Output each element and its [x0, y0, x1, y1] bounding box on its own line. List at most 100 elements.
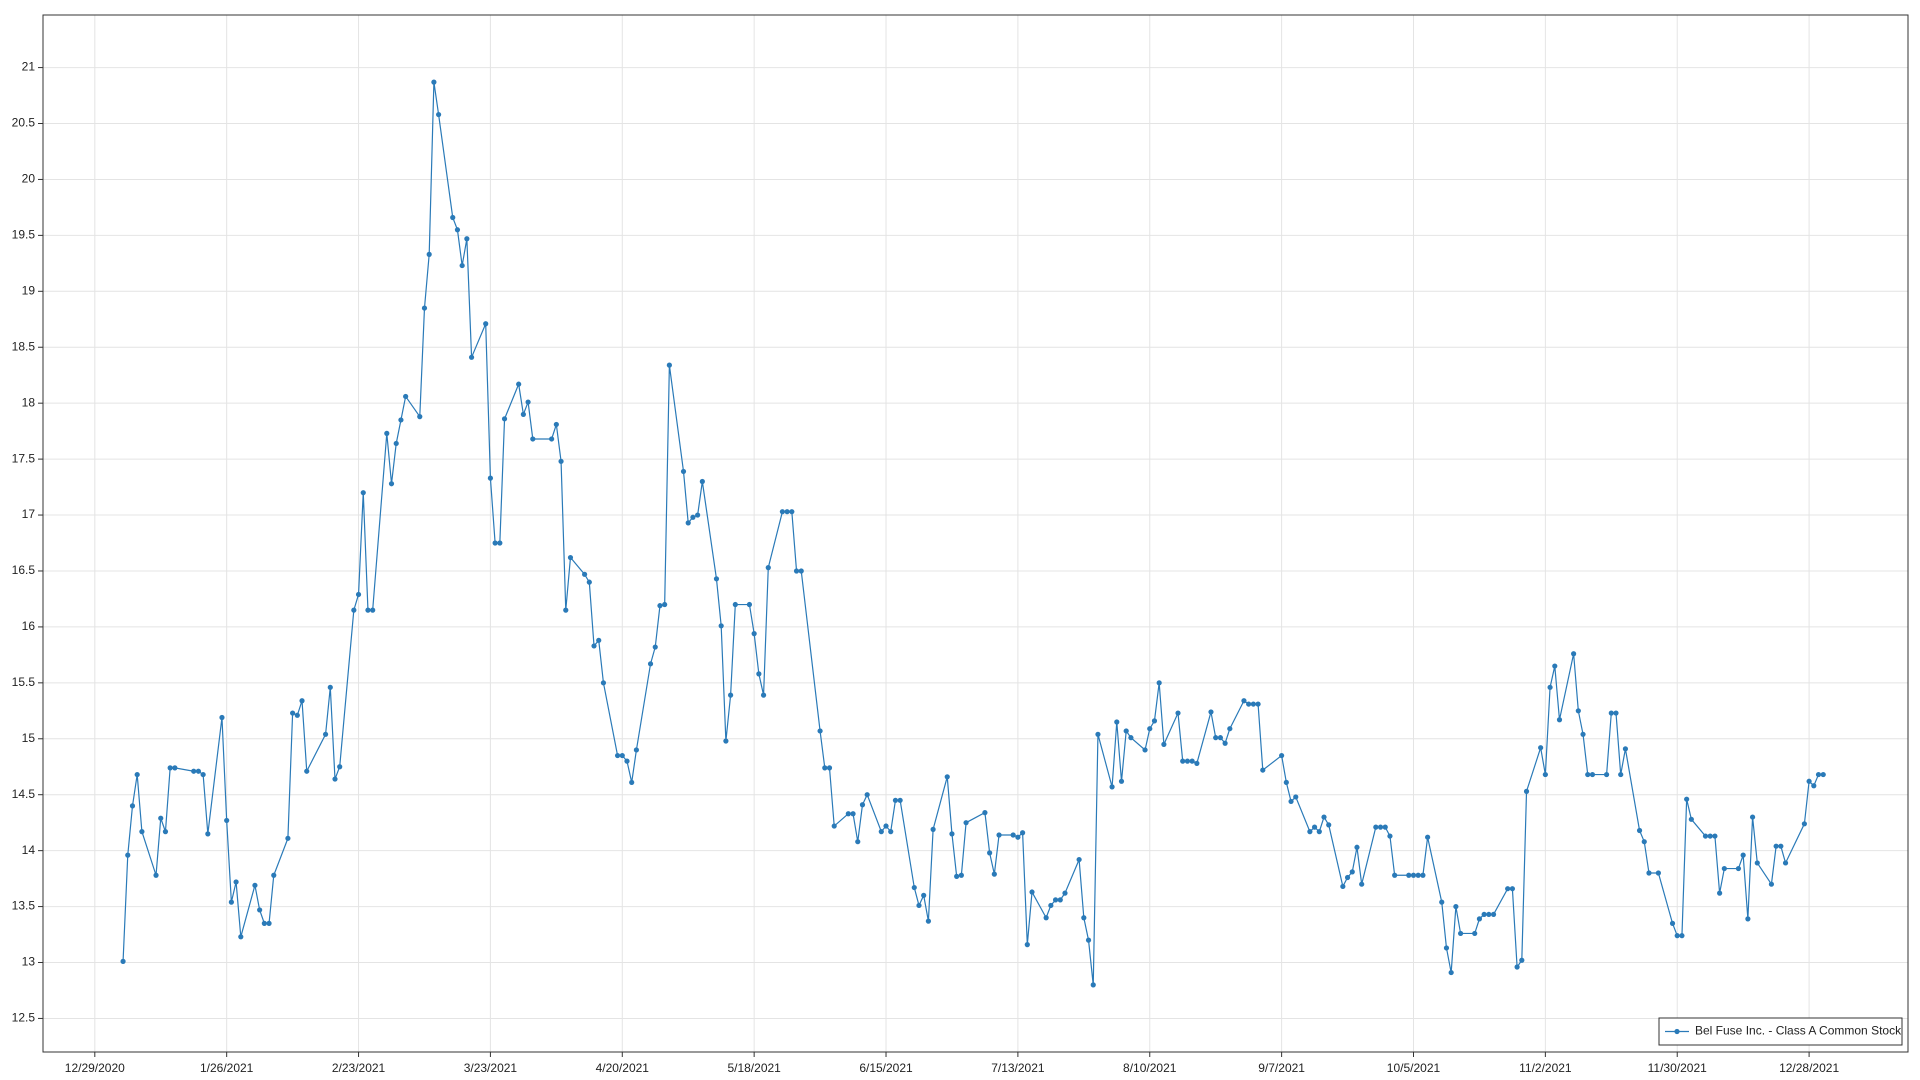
data-point — [563, 607, 569, 613]
data-point — [779, 509, 786, 515]
data-point — [1608, 710, 1614, 716]
data-point — [1806, 778, 1812, 784]
y-tick-label: 15.5 — [12, 675, 36, 689]
data-point — [1241, 698, 1247, 704]
x-tick-label: 11/2/2021 — [1519, 1061, 1572, 1075]
data-point — [855, 839, 861, 845]
data-point — [525, 399, 531, 405]
data-point — [1443, 945, 1450, 951]
data-point — [1147, 726, 1153, 732]
data-point — [1641, 839, 1647, 845]
data-point — [497, 540, 503, 546]
y-tick-label: 15 — [22, 731, 36, 745]
data-point — [1279, 752, 1285, 759]
data-point — [327, 684, 333, 690]
data-point — [624, 758, 630, 764]
data-point — [982, 810, 988, 816]
data-point — [398, 417, 404, 423]
data-point — [878, 829, 884, 835]
data-point — [1326, 822, 1332, 828]
data-point — [200, 771, 206, 778]
data-point — [1646, 870, 1652, 876]
data-point — [153, 872, 159, 878]
y-tick-label: 20.5 — [12, 116, 36, 130]
data-point — [1184, 758, 1191, 764]
y-tick-label: 17 — [22, 507, 36, 521]
data-point — [1476, 916, 1483, 922]
x-tick-label: 9/7/2021 — [1258, 1061, 1305, 1075]
data-point — [1745, 916, 1751, 922]
data-point — [1415, 872, 1421, 878]
data-point — [1123, 728, 1129, 734]
data-point — [944, 774, 950, 780]
data-point — [1618, 771, 1624, 778]
data-point — [1768, 881, 1775, 887]
data-point — [713, 576, 720, 582]
data-point — [271, 872, 277, 878]
data-point — [690, 514, 696, 520]
data-point — [549, 436, 555, 442]
data-point — [360, 490, 366, 496]
data-point — [699, 478, 705, 485]
data-point — [1472, 930, 1478, 937]
y-tick-label: 14.5 — [12, 787, 36, 801]
data-point — [1735, 865, 1742, 872]
data-point — [1453, 903, 1459, 910]
data-point — [1556, 717, 1563, 723]
data-point — [426, 251, 432, 257]
data-point — [530, 436, 536, 442]
legend-label: Bel Fuse Inc. - Class A Common Stock — [1695, 1024, 1902, 1038]
data-point — [1538, 745, 1544, 751]
data-point — [996, 832, 1002, 838]
data-point — [355, 591, 362, 598]
x-tick-label: 7/13/2021 — [991, 1061, 1045, 1075]
data-point — [845, 811, 851, 817]
data-point — [732, 601, 738, 608]
data-point — [647, 661, 654, 667]
data-point — [958, 872, 964, 878]
data-point — [614, 752, 621, 759]
data-point — [1029, 889, 1035, 895]
data-point — [459, 262, 465, 269]
data-point — [1114, 719, 1120, 725]
data-point — [911, 884, 917, 891]
data-point — [1019, 830, 1026, 836]
data-point — [162, 829, 169, 835]
data-point — [1010, 832, 1016, 838]
data-point — [1062, 890, 1068, 896]
data-point — [1575, 708, 1581, 714]
series-line — [122, 82, 1824, 985]
data-point — [139, 829, 145, 835]
data-point — [1420, 872, 1426, 878]
data-point — [1024, 942, 1030, 948]
plot-layer — [120, 79, 1826, 988]
data-point — [680, 468, 687, 475]
data-point — [1227, 726, 1233, 732]
data-point — [370, 607, 376, 613]
data-point — [1250, 701, 1256, 707]
data-point — [1373, 824, 1379, 830]
data-point — [596, 637, 602, 643]
data-point — [1481, 911, 1487, 918]
data-point — [826, 765, 833, 771]
data-point — [417, 413, 423, 420]
data-point — [1782, 860, 1789, 866]
x-tick-label: 4/20/2021 — [596, 1061, 650, 1075]
data-point — [1161, 741, 1167, 747]
data-point — [817, 728, 823, 734]
data-point — [1090, 982, 1096, 988]
data-point — [1439, 899, 1445, 905]
data-point — [1749, 814, 1756, 820]
y-tick-label: 19 — [22, 283, 36, 297]
data-point — [586, 579, 592, 585]
data-point — [290, 710, 296, 716]
data-point — [746, 601, 753, 608]
data-point — [1552, 663, 1558, 669]
data-point — [600, 680, 607, 686]
data-point — [1048, 902, 1054, 909]
data-point — [483, 321, 489, 327]
data-point — [1655, 870, 1661, 876]
legend-box — [1658, 1017, 1903, 1046]
data-point — [1486, 911, 1492, 918]
data-point — [454, 227, 461, 233]
